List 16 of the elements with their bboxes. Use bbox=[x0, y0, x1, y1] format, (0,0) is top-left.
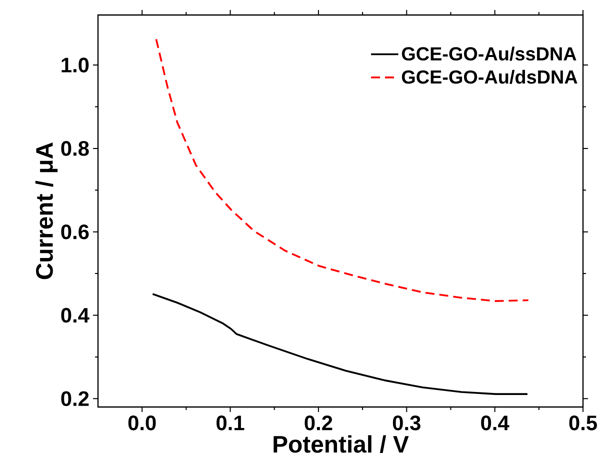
legend-label: GCE-GO-Au/ssDNA bbox=[402, 46, 576, 61]
y-tick-label: 0.2 bbox=[61, 391, 89, 406]
x-tick-label: 0.4 bbox=[481, 416, 510, 430]
y-tick-label: 0.8 bbox=[61, 141, 89, 156]
x-tick-label: 0.5 bbox=[569, 416, 597, 430]
x-axis-title: Potential / V bbox=[274, 435, 409, 454]
y-tick-label: 1.0 bbox=[62, 58, 89, 72]
line-series bbox=[152, 293, 528, 395]
y-tick-label: 0.4 bbox=[61, 308, 90, 323]
x-tick-label: 0.3 bbox=[392, 416, 420, 430]
y-tick-label: 0.6 bbox=[61, 224, 89, 240]
x-tick-label: 0.0 bbox=[128, 416, 156, 430]
x-tick-label: 0.2 bbox=[304, 416, 332, 430]
legend-label: GCE-GO-Au/dsDNA bbox=[402, 70, 578, 84]
y-axis-title: Current / μA bbox=[35, 142, 58, 280]
x-tick-label: 0.1 bbox=[216, 416, 244, 430]
